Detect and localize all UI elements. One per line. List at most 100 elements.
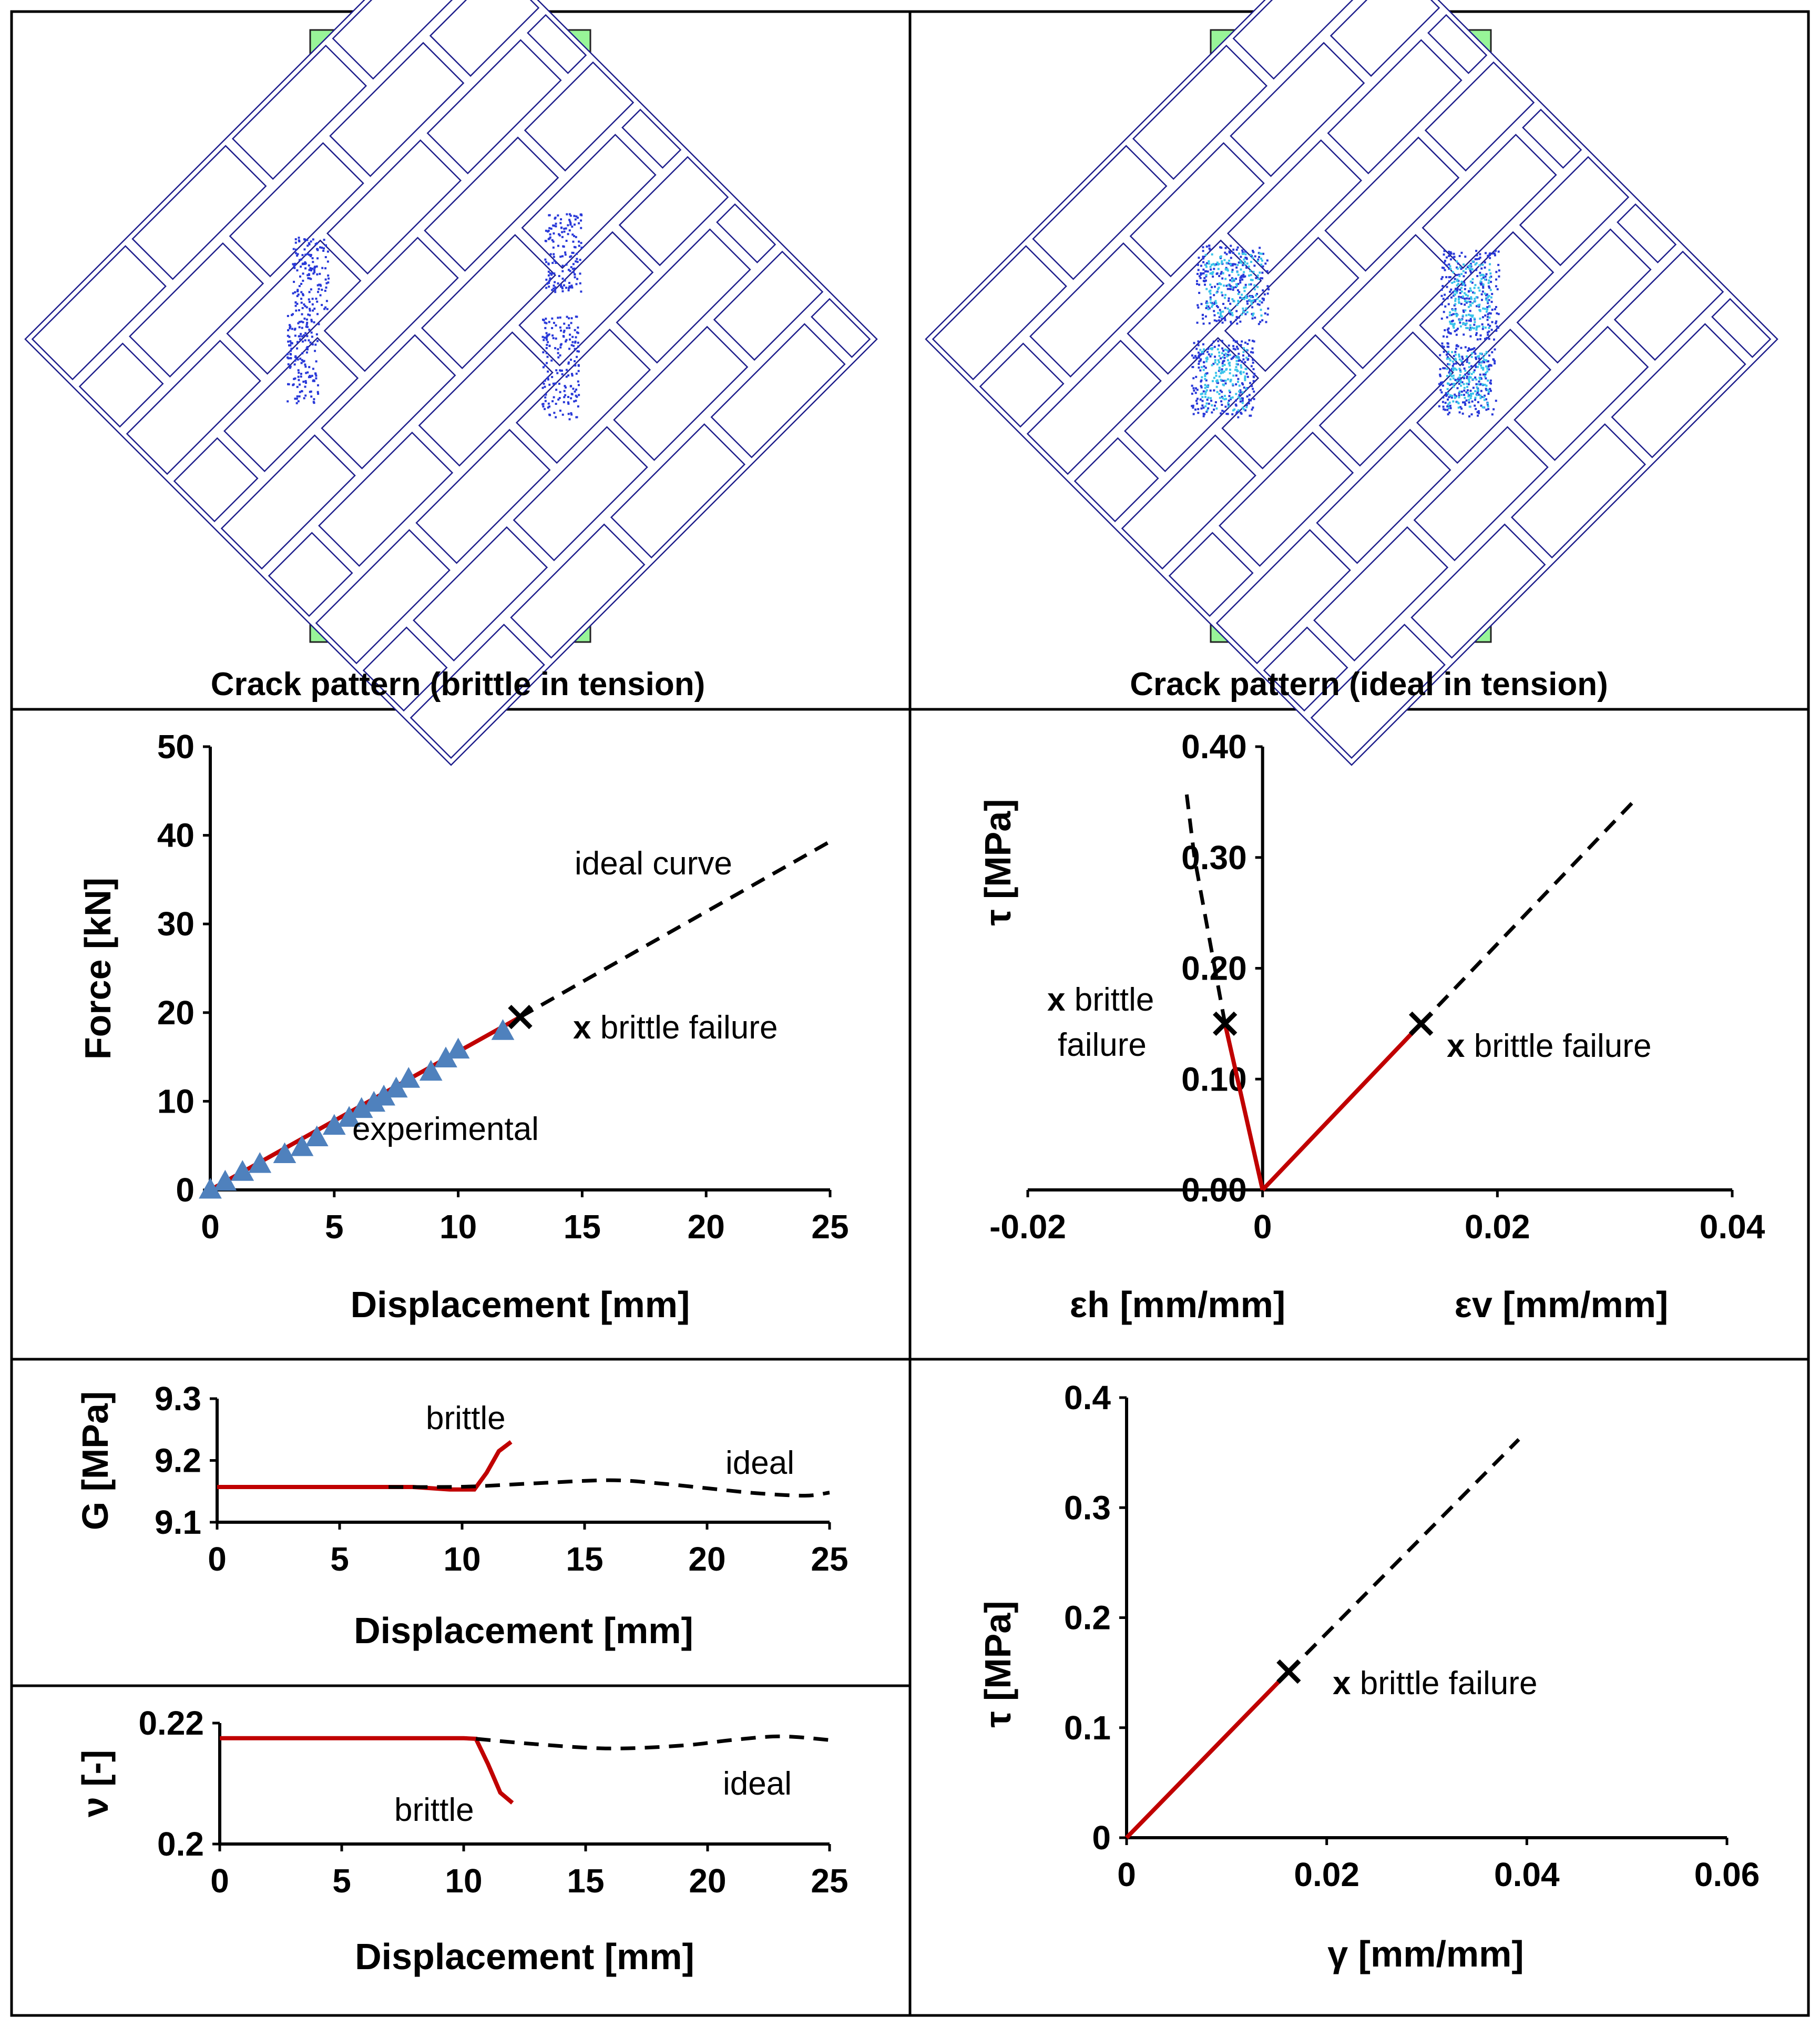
crack-point xyxy=(1205,304,1208,307)
crack-point xyxy=(301,390,303,393)
crack-point xyxy=(1216,363,1219,365)
crack-point xyxy=(1239,389,1242,392)
crack-point xyxy=(1200,380,1202,383)
brick-unit xyxy=(421,233,557,370)
crack-point xyxy=(1259,321,1262,323)
crack-point xyxy=(1266,285,1269,288)
crack-point xyxy=(1219,309,1221,311)
brick-unit xyxy=(413,526,548,661)
crack-point xyxy=(1242,383,1244,386)
y-tick-label: 9.2 xyxy=(155,1442,201,1480)
crack-point xyxy=(1457,262,1459,265)
crack-point xyxy=(1253,288,1256,291)
crack-point xyxy=(1242,276,1245,278)
crack-point xyxy=(1219,389,1222,392)
crack-point xyxy=(569,220,571,223)
crack-point xyxy=(1453,327,1455,329)
crack-point xyxy=(1236,303,1239,306)
crack-point xyxy=(575,260,577,263)
crack-point xyxy=(1219,369,1221,371)
x-tick-label: 5 xyxy=(330,1540,349,1578)
x-tick-label: 25 xyxy=(811,1208,848,1246)
crack-point xyxy=(1259,271,1261,274)
crack-point xyxy=(1491,413,1494,416)
crack-point xyxy=(1218,351,1221,354)
crack-point xyxy=(1451,364,1454,367)
crack-point xyxy=(1235,360,1238,362)
crack-point xyxy=(1234,403,1237,406)
crack-point xyxy=(1439,354,1441,356)
crack-point xyxy=(1206,409,1209,412)
crack-point xyxy=(580,214,583,217)
brick-unit xyxy=(521,134,657,269)
crack-point xyxy=(1488,338,1490,340)
crack-point xyxy=(1452,400,1455,403)
crack-point xyxy=(570,397,572,400)
crack-point xyxy=(579,272,581,275)
crack-point xyxy=(1225,398,1228,400)
crack-point xyxy=(1261,301,1263,304)
crack-point xyxy=(1460,251,1463,254)
crack-point xyxy=(550,273,553,276)
crack-point xyxy=(1473,351,1476,353)
crack-point xyxy=(1250,283,1252,286)
crack-point xyxy=(1485,298,1487,301)
crack-point xyxy=(1218,375,1221,378)
crack-point xyxy=(1494,254,1496,257)
crack-point xyxy=(1475,262,1478,264)
crack-point xyxy=(1482,360,1485,363)
crack-point xyxy=(1201,314,1204,317)
crack-point xyxy=(1447,351,1450,353)
crack-point xyxy=(545,278,548,281)
crack-point xyxy=(1491,293,1494,296)
crack-point xyxy=(1220,311,1222,313)
crack-point xyxy=(306,371,309,374)
crack-point xyxy=(1444,402,1447,404)
x-tick-label: 0.04 xyxy=(1700,1208,1765,1246)
crack-point xyxy=(1481,263,1484,266)
crack-point xyxy=(1222,310,1224,313)
crack-point xyxy=(1442,298,1445,300)
crack-point xyxy=(1466,297,1468,300)
crack-point xyxy=(1253,284,1256,287)
crack-point xyxy=(288,324,291,327)
crack-point xyxy=(561,236,564,238)
crack-point xyxy=(1446,393,1448,396)
crack-point xyxy=(289,353,292,355)
crack-point xyxy=(303,303,305,306)
crack-point xyxy=(1243,258,1245,261)
crack-point xyxy=(1474,321,1476,323)
crack-point xyxy=(1215,263,1218,266)
crack-point xyxy=(560,329,563,332)
brick-unit xyxy=(610,423,746,559)
crack-point xyxy=(1241,249,1244,252)
crack-point xyxy=(308,329,311,331)
crack-point xyxy=(1449,276,1451,279)
crack-point xyxy=(1469,335,1472,338)
brick-unit xyxy=(229,142,364,278)
crack-point xyxy=(1440,288,1443,291)
crack-point xyxy=(298,395,301,398)
crack-point xyxy=(559,391,561,393)
panel-grid xyxy=(10,10,1810,2017)
crack-point xyxy=(309,254,311,257)
crack-point xyxy=(552,240,555,243)
crack-point xyxy=(1448,371,1450,374)
brick-unit xyxy=(31,245,167,381)
crack-point xyxy=(570,413,573,416)
crack-point xyxy=(577,350,580,353)
crack-point xyxy=(1468,381,1470,383)
crack-point xyxy=(541,335,544,338)
crack-point xyxy=(1484,353,1487,355)
crack-point xyxy=(302,380,305,383)
crack-point xyxy=(315,265,318,268)
brick-unit xyxy=(527,14,587,74)
crack-point xyxy=(328,277,330,280)
crack-point xyxy=(1490,301,1493,303)
crack-point xyxy=(1439,375,1441,378)
crack-point xyxy=(559,410,561,412)
crack-point xyxy=(303,263,306,266)
crack-point xyxy=(571,286,574,289)
crack-point xyxy=(1481,299,1484,301)
